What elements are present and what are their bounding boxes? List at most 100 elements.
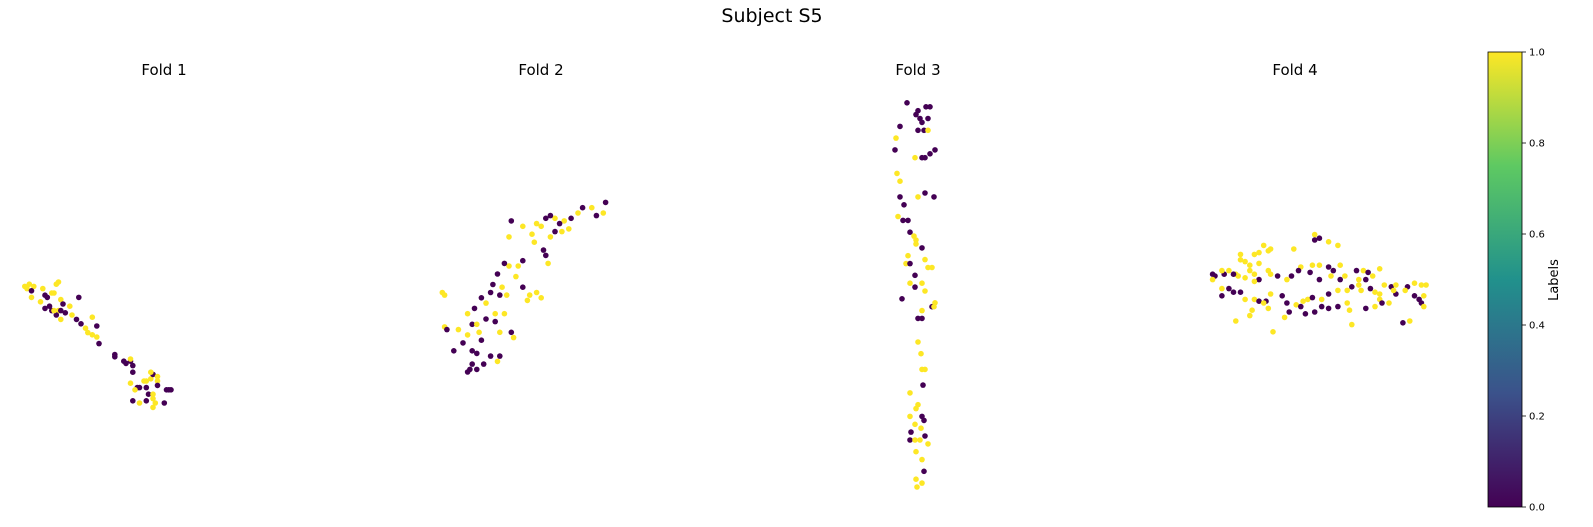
scatter-point [479, 337, 485, 343]
scatter-point [137, 400, 143, 406]
scatter-point [918, 425, 924, 431]
scatter-point [525, 298, 531, 304]
scatter-point [488, 290, 494, 296]
scatter-point [1261, 300, 1267, 306]
scatter-point [497, 330, 503, 336]
scatter-point [1286, 309, 1292, 315]
scatter-points-fold-1 [22, 279, 174, 410]
scatter-point [40, 286, 46, 292]
scatter-point [1312, 237, 1318, 243]
scatter-point [1377, 291, 1383, 297]
subplot-fold-1: Fold 1 [22, 61, 187, 410]
scatter-point [474, 367, 480, 373]
scatter-point [1335, 243, 1341, 249]
scatter-point [912, 284, 918, 290]
scatter-point [1310, 262, 1316, 268]
scatter-point [1296, 268, 1302, 274]
scatter-point [1247, 313, 1253, 319]
scatter-point [557, 221, 563, 227]
scatter-point [1407, 318, 1413, 324]
scatter-point [58, 317, 64, 323]
scatter-point [1219, 286, 1225, 292]
scatter-point [1231, 271, 1237, 277]
scatter-point [1356, 277, 1362, 283]
scatter-point [465, 332, 471, 338]
scatter-point [1210, 271, 1216, 277]
scatter-point [1337, 277, 1343, 283]
scatter-point [568, 216, 574, 222]
scatter-point [907, 414, 913, 420]
scatter-point [1328, 273, 1334, 279]
scatter-point [51, 308, 57, 314]
scatter-point [90, 314, 96, 320]
scatter-point [520, 284, 526, 290]
scatter-point [479, 295, 485, 301]
scatter-point [1270, 329, 1276, 335]
scatter-point [506, 234, 512, 240]
scatter-point [1335, 304, 1341, 310]
scatter-point [444, 327, 450, 333]
scatter-point [1233, 318, 1239, 324]
scatter-point [45, 295, 51, 301]
scatter-point [900, 218, 906, 224]
scatter-point [1231, 289, 1237, 295]
scatter-point [144, 398, 150, 404]
scatter-point [527, 292, 533, 298]
scatter-point [112, 354, 118, 360]
scatter-point [894, 171, 900, 177]
scatter-points-fold-4 [1210, 232, 1429, 335]
colorbar-tick-label: 0.4 [1529, 321, 1545, 332]
scatter-point [74, 317, 80, 323]
scatter-point [1210, 277, 1216, 283]
scatter-point [918, 351, 924, 357]
scatter-point [908, 429, 914, 435]
scatter-point [1344, 288, 1350, 294]
scatter-point [907, 390, 913, 396]
scatter-point [566, 226, 572, 232]
scatter-point [552, 229, 558, 235]
scatter-point [1219, 268, 1225, 274]
scatter-point [63, 310, 69, 316]
scatter-point [901, 202, 907, 208]
scatter-point [907, 261, 913, 267]
scatter-point [603, 200, 609, 206]
scatter-point [78, 321, 84, 327]
scatter-point [907, 229, 913, 235]
scatter-point [1282, 315, 1288, 321]
scatter-point [513, 274, 519, 280]
scatter-point [1261, 243, 1267, 249]
scatter-point [144, 378, 150, 384]
scatter-point [541, 247, 547, 253]
scatter-point [56, 279, 62, 285]
scatter-point [1393, 282, 1399, 288]
scatter-point [897, 178, 903, 184]
scatter-point [1238, 252, 1244, 258]
scatter-point [42, 306, 48, 312]
scatter-point [915, 339, 921, 345]
scatter-point [502, 311, 508, 317]
scatter-point [29, 288, 35, 294]
scatter-point [922, 190, 928, 196]
scatter-point [488, 353, 494, 359]
scatter-point [1400, 320, 1406, 326]
scatter-point [130, 398, 136, 404]
scatter-point [559, 229, 565, 235]
scatter-point [1349, 322, 1355, 328]
scatter-point [69, 312, 75, 318]
scatter-point [925, 116, 931, 122]
scatter-point [915, 194, 921, 200]
scatter-point [922, 433, 928, 439]
scatter-point [451, 348, 457, 354]
scatter-point [1284, 300, 1290, 306]
scatter-point [1312, 309, 1318, 315]
colorbar-label: Labels [1547, 259, 1562, 301]
colorbar-tick-label: 0.6 [1529, 230, 1545, 241]
scatter-point [1310, 295, 1316, 301]
scatter-point [1377, 266, 1383, 272]
scatter-point [474, 322, 480, 328]
scatter-point [1412, 280, 1418, 286]
scatter-point [1358, 288, 1364, 294]
scatter-point [919, 457, 925, 463]
scatter-point [511, 335, 517, 341]
scatter-point [1298, 304, 1304, 310]
